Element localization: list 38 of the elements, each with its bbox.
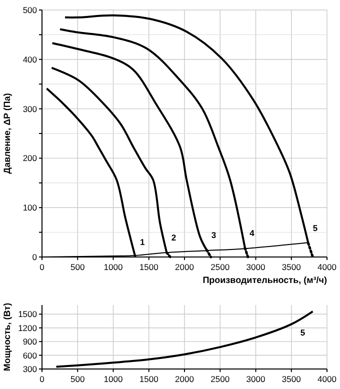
series-label: 2	[171, 232, 176, 243]
x-tick-label: 1000	[104, 374, 123, 384]
y-tick-label: 900	[22, 336, 38, 347]
y-tick-label: 1500	[18, 309, 38, 320]
x-tick-label: 1500	[139, 374, 159, 384]
x-tick-label: 2000	[175, 374, 194, 384]
y-tick-label: 200	[22, 153, 38, 164]
y-tick-label: 300	[22, 364, 38, 374]
x-tick-label: 500	[70, 262, 85, 272]
x-tick-label: 4000	[318, 374, 337, 384]
x-tick-label: 3000	[246, 262, 266, 272]
x-tick-label: 0	[40, 262, 45, 272]
series-label: 5	[312, 223, 318, 234]
series-label: 4	[250, 228, 255, 238]
y-tick-label: 1200	[18, 322, 38, 333]
x-tick-label: 2500	[210, 374, 230, 384]
x-tick-label: 3500	[282, 374, 302, 384]
x-tick-label: 3500	[282, 262, 302, 272]
x-tick-label: 2500	[210, 262, 230, 272]
y-tick-label: 400	[22, 54, 38, 64]
y-tick-label: 500	[22, 5, 38, 15]
y-tick-label: 300	[22, 104, 38, 114]
x-tick-label: 1000	[104, 262, 123, 272]
y-axis-title: Мощность, (Вт)	[2, 302, 12, 372]
x-tick-label: 4000	[318, 262, 337, 272]
series-label: 3	[211, 230, 216, 240]
y-tick-label: 100	[22, 202, 38, 213]
y-tick-label: 0	[32, 252, 38, 262]
x-tick-label: 1500	[139, 262, 159, 272]
x-tick-label: 3000	[246, 374, 266, 384]
x-tick-label: 0	[40, 374, 45, 384]
x-tick-label: 2000	[175, 262, 194, 272]
x-tick-label: 500	[70, 374, 85, 384]
series-label: 1	[140, 237, 145, 247]
y-axis-title: Давление, ΔP (Па)	[2, 93, 12, 174]
x-axis-title: Производительность, (м³/ч)	[202, 275, 327, 285]
series-label: 5	[300, 327, 306, 338]
y-tick-label: 600	[22, 350, 38, 360]
